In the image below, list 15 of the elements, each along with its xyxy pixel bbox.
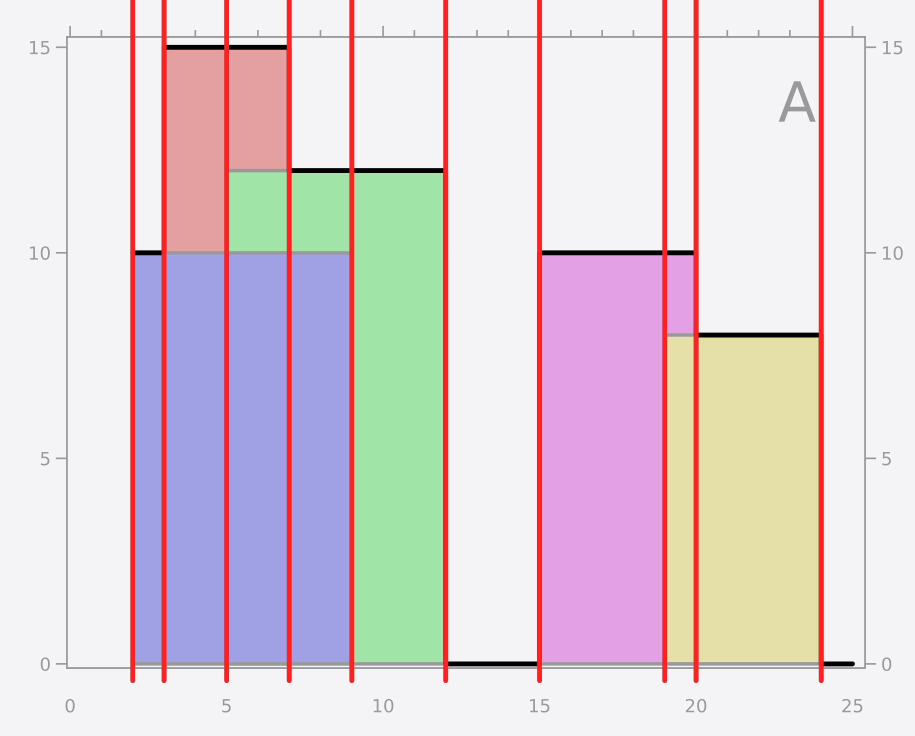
y2-tick-label: 0 (882, 657, 892, 672)
y-tick-label: 15 (30, 40, 50, 54)
x-tick-label: 0 (66, 698, 75, 713)
annotation: A (778, 81, 816, 122)
x-tick-label: 10 (374, 698, 394, 713)
x-tick-label: 20 (686, 698, 706, 713)
x-tick-label: 25 (842, 698, 862, 713)
y-tick-label: 10 (30, 246, 50, 260)
y-tick-label: 0 (40, 657, 50, 672)
y2-tick-label: 10 (882, 246, 903, 260)
x-tick-label: 15 (530, 699, 550, 713)
y2-tick-label: 5 (882, 452, 891, 466)
y-tick-label: 5 (40, 452, 50, 466)
x-tick-label: 5 (222, 699, 231, 713)
y2-tick-label: 15 (882, 40, 902, 54)
